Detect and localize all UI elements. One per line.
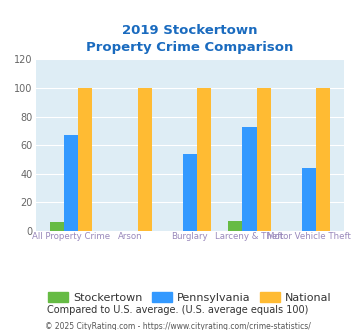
Bar [242,127,257,231]
Text: Compared to U.S. average. (U.S. average equals 100): Compared to U.S. average. (U.S. average … [47,305,308,315]
Bar [64,135,78,231]
Text: Motor Vehicle Theft: Motor Vehicle Theft [267,232,351,242]
Text: © 2025 CityRating.com - https://www.cityrating.com/crime-statistics/: © 2025 CityRating.com - https://www.city… [45,322,310,330]
Text: Arson: Arson [118,232,143,241]
Bar [50,222,64,231]
Bar [316,88,330,231]
Bar [197,88,211,231]
Bar [138,88,152,231]
Bar [183,154,197,231]
Text: All Property Crime: All Property Crime [32,232,110,242]
Bar [78,88,92,231]
Bar [228,221,242,231]
Bar [257,88,271,231]
Text: Larceny & Theft: Larceny & Theft [215,232,284,241]
Text: Burglary: Burglary [171,232,208,242]
Legend: Stockertown, Pennsylvania, National: Stockertown, Pennsylvania, National [43,288,337,308]
Title: 2019 Stockertown
Property Crime Comparison: 2019 Stockertown Property Crime Comparis… [86,24,294,54]
Bar [302,168,316,231]
